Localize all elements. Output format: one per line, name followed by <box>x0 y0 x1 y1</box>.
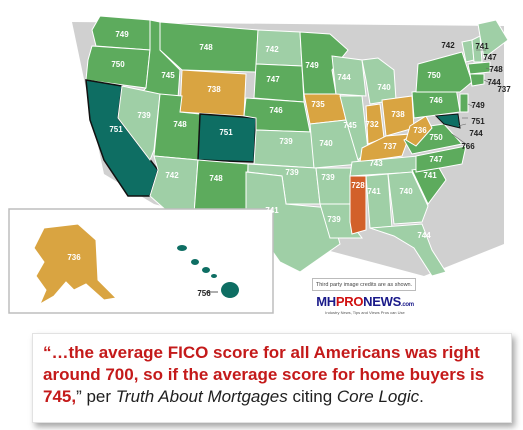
score-label-nc: 747 <box>429 155 443 164</box>
score-label-ga: 740 <box>399 187 413 196</box>
score-label-ks: 739 <box>279 137 293 146</box>
score-label-sc: 741 <box>423 171 437 180</box>
state-co <box>197 113 257 163</box>
state-mt <box>159 21 259 73</box>
score-label-wi: 744 <box>337 73 351 82</box>
image-credit: Third party image credits are as shown. <box>312 278 416 291</box>
state-ms <box>349 175 367 235</box>
state-nd <box>255 29 303 67</box>
state-md <box>434 113 461 129</box>
score-label-ky: 737 <box>383 142 397 151</box>
score-label-ny: 750 <box>427 71 441 80</box>
score-label-ak: 736 <box>67 253 81 262</box>
score-label-md: 744 <box>469 129 483 138</box>
score-label-wv: 736 <box>413 126 427 135</box>
score-label-al: 741 <box>367 187 381 196</box>
state-ga <box>387 171 429 225</box>
score-labels: 749 750 751 745 739 748 738 748 742 751 748 742 747 7… <box>67 30 511 298</box>
state-ia <box>303 93 347 125</box>
score-label-la: 739 <box>327 215 341 224</box>
score-label-ma: 748 <box>489 65 503 74</box>
quote-source2: Core Logic <box>336 387 420 406</box>
state-fl <box>369 223 447 277</box>
quote-box: “…the average FICO score for all America… <box>32 333 512 423</box>
score-label-fl: 744 <box>417 231 431 240</box>
state-al <box>365 173 393 229</box>
state-nj <box>459 93 469 113</box>
score-label-ri: 737 <box>497 85 511 94</box>
state-ak <box>33 223 118 306</box>
score-label-wa: 749 <box>115 30 129 39</box>
score-label-il: 745 <box>343 121 357 130</box>
state-hi <box>177 245 239 298</box>
quote-text: “…the average FICO score for all America… <box>43 343 485 406</box>
score-label-nj: 749 <box>471 101 485 110</box>
score-label-in: 732 <box>365 120 379 129</box>
us-fico-map: 749 750 751 745 739 748 738 748 742 751 748 742 747 7… <box>8 15 511 314</box>
score-label-me: 747 <box>483 53 497 62</box>
state-or <box>85 45 151 89</box>
score-label-mo: 740 <box>319 139 333 148</box>
state-ny <box>415 51 473 93</box>
score-label-oh: 738 <box>391 110 405 119</box>
score-label-mn: 749 <box>305 61 319 70</box>
state-ct <box>469 73 485 87</box>
score-label-ca: 751 <box>109 125 123 134</box>
score-label-ok: 739 <box>285 168 299 177</box>
mhpronews-logo[interactable]: MHPRONEWS.com Industry News, Tips and Vi… <box>316 294 414 324</box>
score-label-ne: 746 <box>269 106 283 115</box>
score-label-sd: 747 <box>266 75 280 84</box>
score-label-ia: 735 <box>311 100 325 109</box>
score-label-nd: 742 <box>265 45 279 54</box>
state-mn <box>299 31 349 95</box>
score-label-nh: 741 <box>475 42 489 51</box>
score-label-or: 750 <box>111 60 125 69</box>
score-label-mi: 740 <box>377 83 391 92</box>
state-ma <box>467 61 491 75</box>
state-nh <box>471 35 483 63</box>
score-label-va: 750 <box>429 133 443 142</box>
logo-wordmark: MHPRONEWS.com <box>316 294 414 309</box>
state-wi <box>331 55 367 97</box>
score-label-dc: 766 <box>461 142 475 151</box>
logo-tagline: Industry News, Tips and Views Pros can U… <box>325 310 405 315</box>
score-label-id: 745 <box>161 71 175 80</box>
score-label-ut: 748 <box>173 120 187 129</box>
score-label-de: 751 <box>471 117 485 126</box>
state-ks <box>253 129 315 169</box>
quote-highlight: the average FICO score for all Americans… <box>43 343 485 406</box>
state-nv <box>117 85 161 162</box>
score-label-nm: 748 <box>209 174 223 183</box>
score-label-nv: 739 <box>137 111 151 120</box>
score-label-az: 742 <box>165 171 179 180</box>
score-label-hi: 756 <box>197 289 211 298</box>
state-nm <box>193 159 249 215</box>
score-label-mt: 748 <box>199 43 213 52</box>
score-label-tx: 741 <box>265 206 279 215</box>
state-me <box>477 19 509 59</box>
state-wv <box>405 115 433 147</box>
state-az <box>149 155 199 215</box>
quote-source: Truth About Mortgages <box>115 387 288 406</box>
score-label-ct: 744 <box>487 78 501 87</box>
state-ky <box>359 133 411 163</box>
score-label-wy: 738 <box>207 85 221 94</box>
score-label-vt: 742 <box>441 41 455 50</box>
score-label-co: 751 <box>219 128 233 137</box>
score-label-ar: 739 <box>321 173 335 182</box>
score-label-tn: 743 <box>369 159 383 168</box>
score-label-ms: 728 <box>351 181 365 190</box>
state-nc <box>415 145 467 173</box>
score-label-pa: 746 <box>429 96 443 105</box>
